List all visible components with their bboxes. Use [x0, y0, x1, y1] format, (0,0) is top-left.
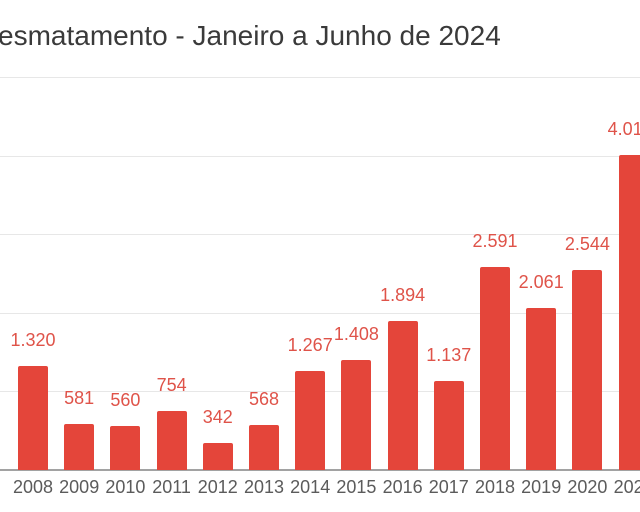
bar-2014 — [295, 370, 326, 470]
x-axis-tick-label-2013: 2013 — [243, 477, 285, 497]
bar-value-label-2020: 2.544 — [564, 234, 610, 255]
bar-value-label-2011: 754 — [156, 374, 187, 395]
bar-2010 — [110, 426, 141, 470]
gridline-4000 — [0, 155, 640, 157]
x-axis-tick-label-2010: 2010 — [105, 477, 146, 497]
bar-value-label-202: 4.01 — [607, 119, 640, 140]
x-axis-tick-label-2008: 2008 — [12, 477, 54, 497]
bar-2011 — [156, 410, 187, 470]
bar-value-label-2018: 2.591 — [472, 230, 518, 251]
bar-value-label-2014: 1.267 — [287, 334, 333, 355]
bar-202 — [618, 155, 640, 470]
bar-value-label-2017: 1.137 — [426, 344, 472, 365]
bar-value-label-2013: 568 — [248, 389, 280, 410]
chart-title: esmatamento - Janeiro a Junho de 2024 — [0, 20, 501, 51]
bar-2016 — [387, 321, 418, 470]
x-axis-tick-label-2014: 2014 — [290, 477, 331, 497]
bar-2008 — [18, 366, 48, 470]
x-axis-tick-label-2020: 2020 — [567, 477, 608, 497]
x-axis-tick-label-2019: 2019 — [521, 477, 562, 497]
bar-2015 — [341, 359, 372, 470]
gridline-2000 — [0, 312, 640, 314]
x-axis-tick-label-2011: 2011 — [152, 477, 191, 497]
bar-value-label-2015: 1.408 — [333, 323, 379, 344]
bar-2019 — [526, 308, 557, 470]
bar-2012 — [202, 443, 233, 470]
gridline-3000 — [0, 234, 640, 235]
bar-value-label-2019: 2.061 — [518, 272, 564, 293]
bar-2009 — [64, 424, 95, 470]
x-axis-tick-label-2015: 2015 — [336, 477, 377, 497]
x-axis-tick-label-2009: 2009 — [59, 477, 100, 497]
bar-value-label-2016: 1.894 — [380, 285, 426, 306]
bar-2017 — [433, 380, 464, 470]
x-axis-tick-label-2012: 2012 — [197, 477, 238, 497]
bar-value-label-2010: 560 — [110, 390, 141, 410]
x-axis-tick-label-202: 202 — [613, 477, 640, 497]
bar-2018 — [480, 266, 510, 470]
bar-value-label-2009: 581 — [64, 388, 95, 409]
bar-value-label-2008: 1.320 — [10, 330, 56, 351]
bar-2013 — [249, 425, 279, 470]
gridline-5000 — [0, 77, 640, 78]
bar-value-label-2012: 342 — [202, 407, 233, 428]
x-axis-tick-label-2017: 2017 — [428, 477, 469, 497]
x-axis-tick-label-2018: 2018 — [474, 477, 516, 497]
x-axis-tick-label-2016: 2016 — [382, 477, 423, 497]
x-axis-line — [0, 469, 640, 471]
bar-2020 — [572, 270, 603, 470]
